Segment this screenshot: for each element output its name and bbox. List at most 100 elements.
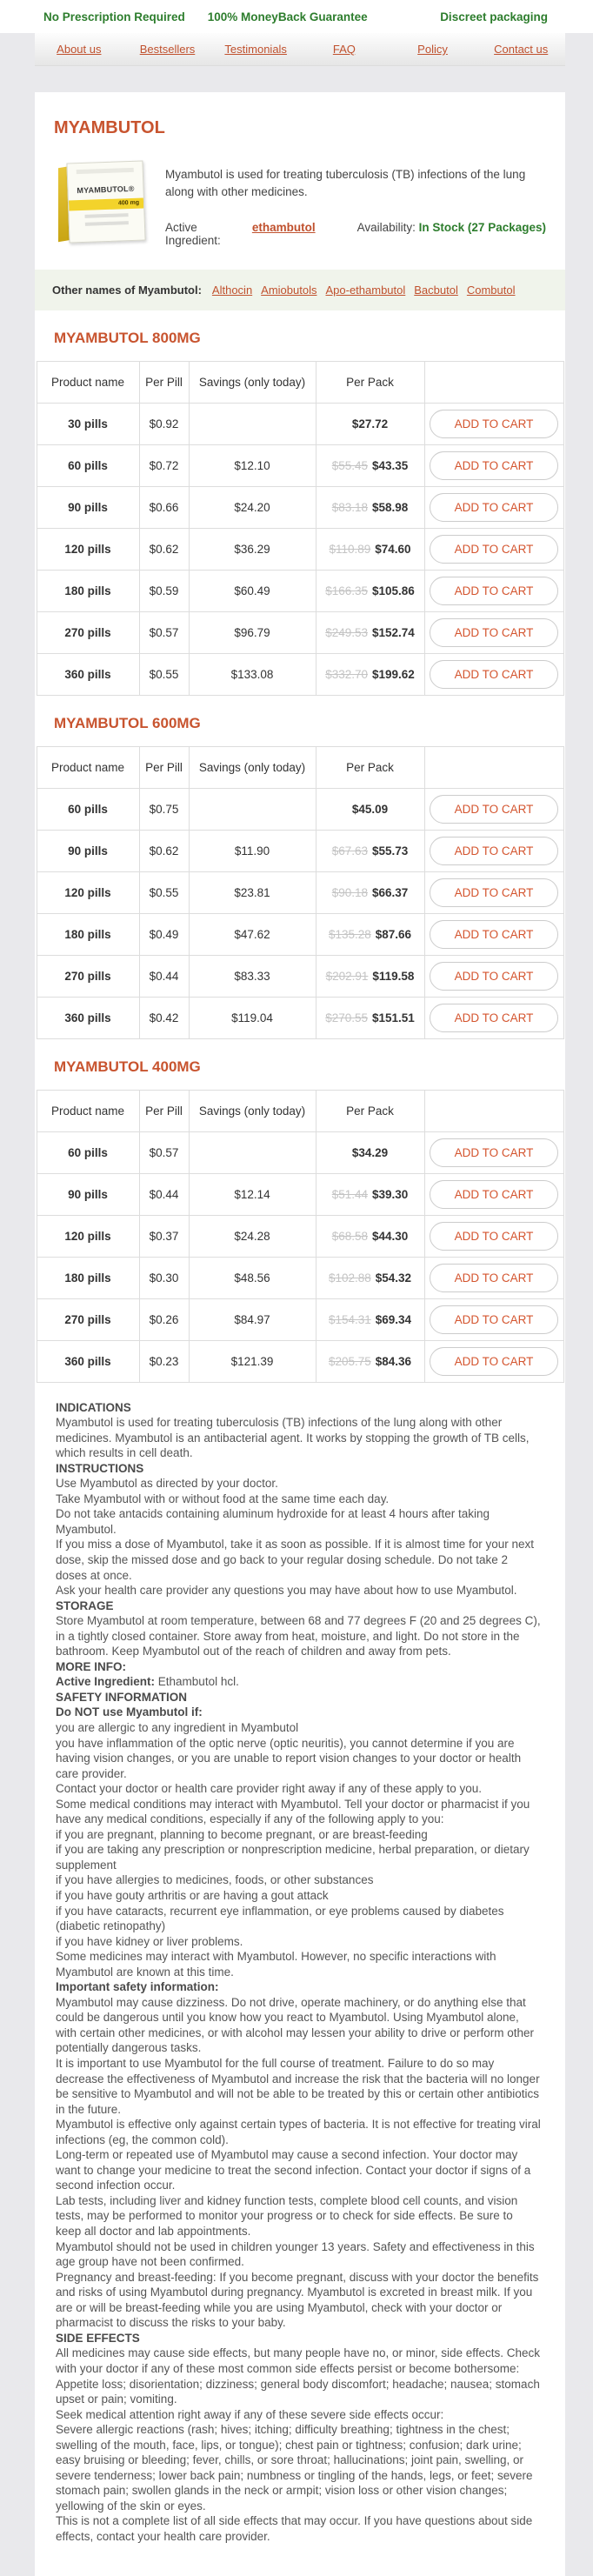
info-text: This is not a complete list of all side … — [56, 2514, 533, 2543]
add-to-cart-button[interactable]: ADD TO CART — [430, 617, 558, 647]
savings-cell: $11.90 — [188, 829, 316, 872]
info-text: you are allergic to any ingredient in My… — [56, 1720, 299, 1734]
savings-cell: $84.97 — [188, 1298, 316, 1341]
per-pack-cell: $332.70 $199.62 — [315, 652, 425, 696]
add-to-cart-button[interactable]: ADD TO CART — [430, 1221, 558, 1251]
info-text: if you have kidney or liver problems. — [56, 1934, 243, 1948]
add-to-cart-button[interactable]: ADD TO CART — [430, 659, 558, 689]
add-to-cart-button[interactable]: ADD TO CART — [430, 1179, 558, 1209]
add-to-cart-button[interactable]: ADD TO CART — [430, 961, 558, 991]
info-text: you have inflammation of the optic nerve… — [56, 1736, 522, 1780]
other-name-link-combutol[interactable]: Combutol — [466, 283, 516, 297]
product-info: Myambutol is used for treating tuberculo… — [165, 156, 546, 247]
product-name-cell: 90 pills — [36, 1172, 140, 1216]
add-to-cart-button[interactable]: ADD TO CART — [430, 878, 558, 907]
info-text: Take Myambutol with or without food at t… — [56, 1492, 390, 1505]
add-to-cart-button[interactable]: ADD TO CART — [430, 1003, 558, 1032]
other-name-link-bacbutol[interactable]: Bacbutol — [414, 283, 458, 297]
table-row: 120 pills $0.37 $24.28 $68.58 $44.30 ADD TO C… — [36, 1214, 564, 1258]
add-to-cart-button[interactable]: ADD TO CART — [430, 492, 558, 522]
price: $105.86 — [372, 584, 415, 597]
old-price: $135.28 — [328, 927, 371, 941]
product-name-cell: 360 pills — [36, 1339, 140, 1383]
info-text: Pregnancy and breast-feeding: If you bec… — [56, 2270, 539, 2330]
other-name-link-amiobutols[interactable]: Amiobutols — [261, 283, 317, 297]
info-text: Do not take antacids containing aluminum… — [56, 1507, 490, 1536]
info-text: if you are pregnant, planning to become … — [56, 1827, 428, 1841]
per-pack-cell: $166.35 $105.86 — [315, 569, 425, 612]
nav-link-contact-us[interactable]: Contact us — [494, 43, 549, 56]
cart-cell: ADD TO CART — [423, 485, 564, 529]
price-table-section: MYAMBUTOL 400MG Product name Per Pill Savin… — [35, 1058, 565, 1383]
add-to-cart-button[interactable]: ADD TO CART — [430, 836, 558, 865]
product-name-cell: 120 pills — [36, 1214, 140, 1258]
nav-link-faq[interactable]: FAQ — [332, 43, 356, 56]
box-fineprint-line — [84, 221, 129, 226]
info-text: if you have cataracts, recurrent eye inf… — [56, 1904, 504, 1933]
cart-cell: ADD TO CART — [423, 1339, 564, 1383]
per-pack-cell: $135.28 $87.66 — [315, 912, 425, 956]
column-header: Savings (only today) — [188, 360, 316, 404]
table-row: 270 pills $0.57 $96.79 $249.53 $152.74 ADD TO… — [36, 611, 564, 654]
active-ingredient-link[interactable]: ethambutol — [251, 220, 316, 234]
add-to-cart-button[interactable]: ADD TO CART — [430, 534, 558, 564]
info-text: Some medical conditions may interact wit… — [56, 1797, 530, 1826]
info-text: if you have gouty arthritis or are havin… — [56, 1889, 329, 1902]
old-price: $202.91 — [325, 969, 369, 983]
add-to-cart-button[interactable]: ADD TO CART — [430, 450, 558, 480]
add-to-cart-button[interactable]: ADD TO CART — [430, 1138, 558, 1167]
claim-moneyback: 100% MoneyBack Guarantee — [207, 10, 368, 23]
nav-link-bestsellers[interactable]: Bestsellers — [139, 43, 196, 56]
per-pill-cell: $0.57 — [138, 1131, 190, 1174]
cart-cell: ADD TO CART — [423, 829, 564, 872]
price: $199.62 — [372, 667, 415, 681]
table-header-row: Product name Per Pill Savings (only today)… — [36, 745, 564, 789]
availability-value: In Stock (27 Packages) — [418, 220, 546, 234]
table-row: 270 pills $0.26 $84.97 $154.31 $69.34 ADD TO … — [36, 1298, 564, 1341]
product-overview: MYAMBUTOL® 400 mg Myambutol is used for … — [35, 145, 565, 256]
other-name-link-althocin[interactable]: Althocin — [211, 283, 253, 297]
per-pack-cell: $34.29 — [315, 1131, 425, 1174]
info-text: if you have allergies to medicines, food… — [56, 1873, 374, 1887]
product-name-cell: 270 pills — [36, 611, 140, 654]
box-fineprint-line — [84, 213, 129, 218]
info-text: Myambutol is effective only against cert… — [56, 2118, 541, 2146]
column-header: Per Pack — [315, 360, 425, 404]
nav-link-policy[interactable]: Policy — [417, 43, 448, 56]
nav-link-about-us[interactable]: About us — [57, 43, 102, 56]
price: $119.58 — [372, 969, 415, 983]
add-to-cart-button[interactable]: ADD TO CART — [430, 919, 558, 949]
per-pack-cell: $205.75 $84.36 — [315, 1339, 425, 1383]
per-pack-cell: $51.44 $39.30 — [315, 1172, 425, 1216]
add-to-cart-button[interactable]: ADD TO CART — [430, 1305, 558, 1334]
nav-link-testimonials[interactable]: Testimonials — [224, 43, 287, 56]
per-pill-cell: $0.62 — [138, 527, 190, 571]
other-name-link-apo-ethambutol[interactable]: Apo-ethambutol — [325, 283, 406, 297]
cart-cell: ADD TO CART — [423, 402, 564, 445]
add-to-cart-button[interactable]: ADD TO CART — [430, 409, 558, 438]
page-title: MYAMBUTOL — [54, 118, 165, 137]
box-brand-text: MYAMBUTOL® — [77, 184, 135, 196]
product-name-cell: 30 pills — [36, 402, 140, 445]
column-header: Product name — [36, 745, 140, 789]
price-tables: MYAMBUTOL 800MG Product name Per Pill Savin… — [35, 330, 565, 1383]
product-name-cell: 90 pills — [36, 485, 140, 529]
add-to-cart-button[interactable]: ADD TO CART — [430, 1346, 558, 1376]
per-pill-cell: $0.92 — [138, 402, 190, 445]
info-heading: INSTRUCTIONS — [56, 1461, 144, 1475]
product-name-cell: 180 pills — [36, 1256, 140, 1299]
price: $66.37 — [372, 885, 409, 899]
add-to-cart-button[interactable]: ADD TO CART — [430, 794, 558, 824]
savings-cell: $24.20 — [188, 485, 316, 529]
savings-cell — [188, 787, 316, 831]
savings-cell: $48.56 — [188, 1256, 316, 1299]
cart-cell: ADD TO CART — [423, 527, 564, 571]
cart-cell: ADD TO CART — [423, 1172, 564, 1216]
add-to-cart-button[interactable]: ADD TO CART — [430, 576, 558, 605]
column-header-empty — [423, 1089, 564, 1132]
column-header: Per Pack — [315, 745, 425, 789]
add-to-cart-button[interactable]: ADD TO CART — [430, 1263, 558, 1292]
price-table: Product name Per Pill Savings (only today)… — [36, 745, 564, 1039]
per-pack-cell: $202.91 $119.58 — [315, 954, 425, 998]
dosage-title: MYAMBUTOL 400MG — [54, 1058, 201, 1075]
